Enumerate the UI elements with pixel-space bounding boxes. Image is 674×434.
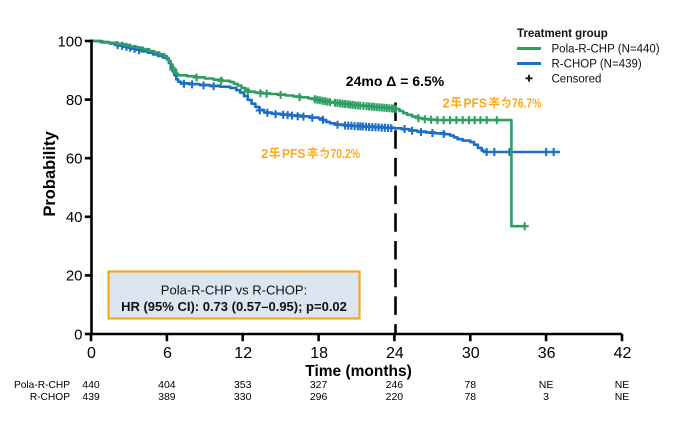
svg-text:389: 389: [158, 391, 176, 403]
svg-text:Pola-R-CHP (N=440): Pola-R-CHP (N=440): [552, 44, 660, 56]
svg-text:R-CHOP: R-CHOP: [30, 392, 70, 403]
svg-text:24: 24: [386, 345, 404, 362]
svg-text:PFS: PFS: [464, 95, 488, 110]
svg-text:20: 20: [66, 268, 83, 285]
svg-text:2: 2: [443, 95, 450, 110]
svg-text:Pola-R-CHP vs R-CHOP:: Pola-R-CHP vs R-CHOP:: [161, 283, 307, 298]
svg-text:78: 78: [464, 391, 476, 403]
svg-text:100: 100: [57, 33, 82, 50]
svg-text:327: 327: [310, 379, 328, 391]
svg-text:30: 30: [462, 345, 480, 362]
svg-text:76.7%: 76.7%: [512, 95, 542, 110]
svg-text:Censored: Censored: [552, 74, 602, 86]
svg-text:Probability: Probability: [41, 131, 59, 217]
svg-text:246: 246: [386, 379, 404, 391]
svg-text:2: 2: [261, 146, 268, 161]
svg-text:0: 0: [74, 326, 82, 343]
svg-text:220: 220: [386, 391, 404, 403]
svg-text:NE: NE: [615, 379, 630, 391]
svg-text:NE: NE: [615, 391, 630, 403]
svg-text:404: 404: [158, 379, 176, 391]
svg-text:12: 12: [234, 345, 252, 362]
svg-text:R-CHOP (N=439): R-CHOP (N=439): [552, 59, 642, 71]
svg-text:0: 0: [87, 345, 96, 362]
svg-text:296: 296: [310, 391, 328, 403]
svg-text:Pola-R-CHP: Pola-R-CHP: [14, 380, 70, 391]
svg-text:24mo Δ = 6.5%: 24mo Δ = 6.5%: [346, 73, 445, 89]
svg-text:Treatment group: Treatment group: [517, 28, 608, 40]
svg-text:40: 40: [66, 209, 83, 226]
svg-text:78: 78: [464, 379, 476, 391]
svg-text:353: 353: [234, 379, 252, 391]
svg-text:80: 80: [66, 92, 83, 109]
svg-text:42: 42: [614, 345, 632, 362]
svg-text:440: 440: [82, 379, 100, 391]
svg-text:70.2%: 70.2%: [331, 146, 361, 161]
svg-text:18: 18: [310, 345, 328, 362]
svg-text:439: 439: [82, 391, 100, 403]
svg-text:6: 6: [163, 345, 172, 362]
svg-text:36: 36: [538, 345, 556, 362]
svg-text:330: 330: [234, 391, 252, 403]
svg-text:3: 3: [543, 391, 549, 403]
svg-text:PFS: PFS: [282, 146, 306, 161]
svg-text:NE: NE: [539, 379, 554, 391]
svg-text:60: 60: [66, 151, 83, 168]
svg-text:HR (95% CI): 0.73 (0.57–0.95);: HR (95% CI): 0.73 (0.57–0.95); p=0.02: [121, 299, 347, 314]
svg-text:Time (months): Time (months): [305, 363, 412, 380]
